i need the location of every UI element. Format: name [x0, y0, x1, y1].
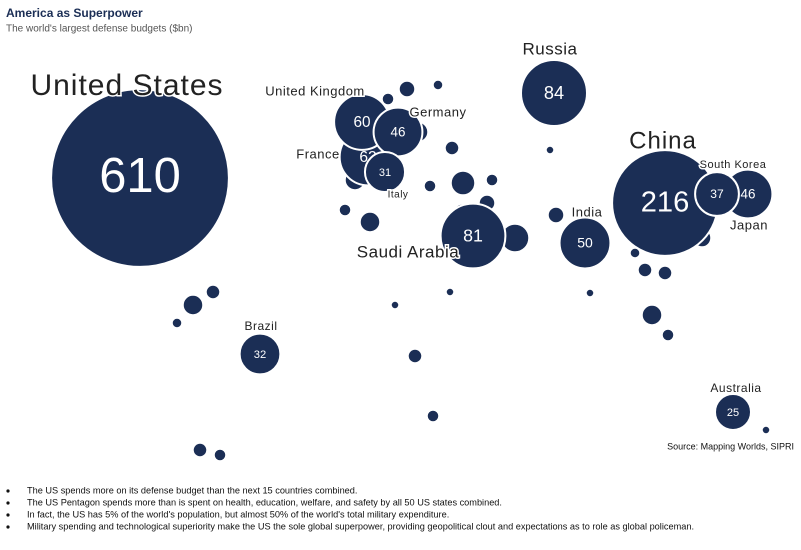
value-label: 610 — [99, 149, 181, 203]
budget-bubble — [714, 393, 752, 431]
value-label: 37 — [710, 187, 724, 201]
source: Source: Mapping Worlds, SIPRI — [667, 441, 794, 451]
country-label: India — [572, 204, 603, 219]
country-label: United States — [30, 69, 223, 102]
budget-bubble — [558, 216, 612, 270]
value-label: 60 — [353, 114, 370, 131]
bullet-dot — [6, 525, 10, 529]
country-label: China — [629, 127, 697, 154]
bullet-text: The US spends more on its defense budget… — [27, 485, 357, 495]
title: America as Superpower — [6, 6, 143, 20]
country-label: Brazil — [244, 319, 277, 333]
budget-bubble — [238, 332, 282, 376]
country-label: Australia — [710, 381, 761, 395]
bullet-dot — [6, 501, 10, 505]
country-label: Saudi Arabia — [357, 242, 459, 261]
value-label: 31 — [379, 167, 391, 179]
value-label: 84 — [544, 83, 564, 103]
country-label: Italy — [388, 190, 409, 201]
value-label: 46 — [741, 187, 756, 202]
subtitle: The world's largest defense budgets ($bn… — [6, 24, 192, 35]
country-label: Russia — [523, 39, 578, 58]
value-label: 25 — [727, 407, 739, 419]
value-label: 81 — [463, 226, 483, 246]
bullet-text: Military spending and technological supe… — [27, 521, 694, 531]
budget-bubble — [363, 150, 407, 194]
country-label: France — [296, 146, 339, 161]
bullet-text: The US Pentagon spends more than is spen… — [27, 497, 502, 507]
bullet-dot — [6, 489, 10, 493]
bullet-text: In fact, the US has 5% of the world's po… — [27, 509, 449, 519]
bullet-dot — [6, 513, 10, 517]
budget-bubble — [694, 171, 740, 217]
budget-bubble — [520, 59, 588, 127]
budget-bubble — [50, 88, 230, 268]
country-label: United Kingdom — [265, 83, 365, 98]
country-label: Japan — [730, 217, 768, 232]
value-label: 46 — [391, 125, 406, 140]
country-label: South Korea — [700, 159, 767, 171]
value-label: 216 — [641, 187, 690, 219]
country-label: Germany — [410, 104, 467, 119]
value-label: 50 — [577, 235, 593, 251]
budget-bubble — [439, 202, 507, 270]
value-label: 32 — [254, 349, 266, 361]
